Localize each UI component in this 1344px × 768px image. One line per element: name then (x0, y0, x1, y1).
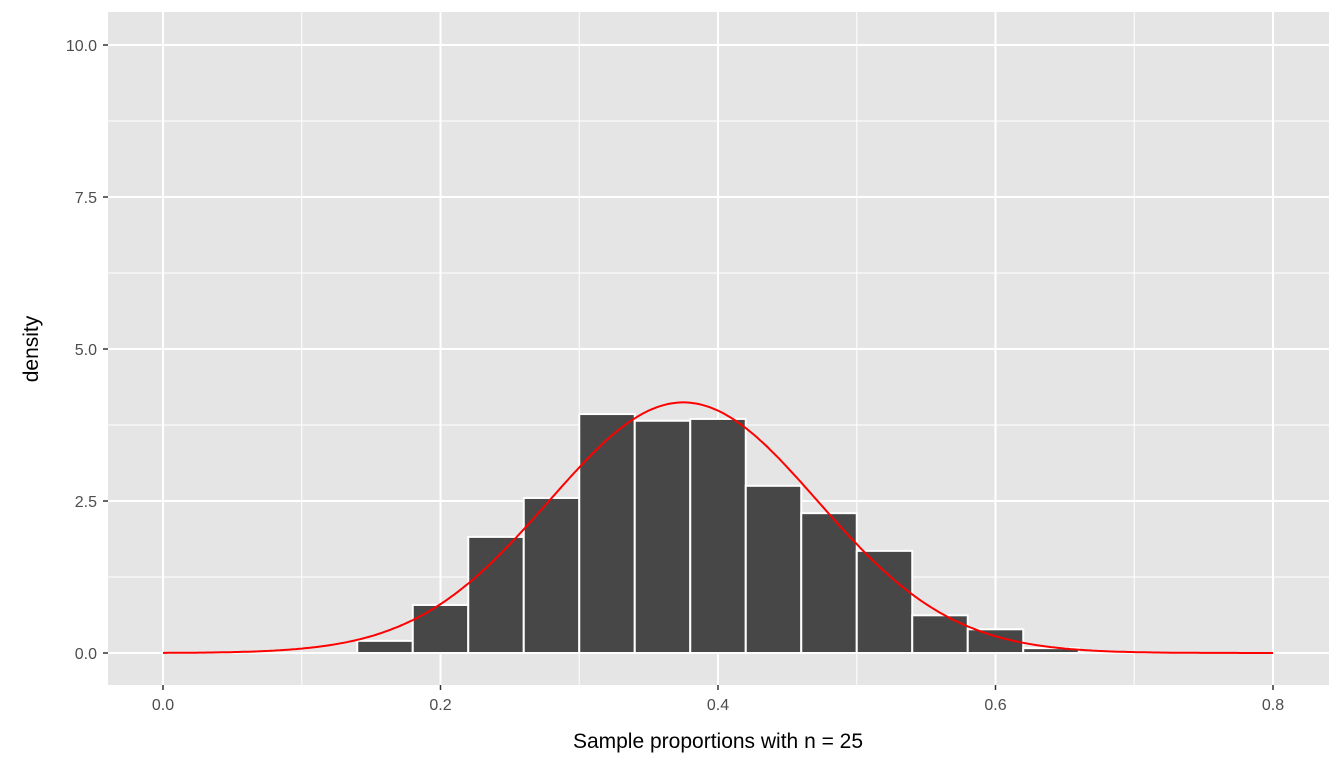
x-tick-label: 0.8 (1262, 697, 1284, 714)
y-tick-label: 5.0 (75, 342, 97, 359)
histogram-bar (800, 512, 858, 654)
histogram-bar (689, 417, 747, 655)
histogram-bar (356, 639, 414, 655)
histogram-bar (578, 413, 636, 654)
y-tick-label: 7.5 (75, 190, 97, 207)
histogram-bars (356, 413, 1080, 655)
x-tick-label: 0.6 (984, 697, 1006, 714)
x-axis-label: Sample proportions with n = 25 (573, 730, 863, 753)
y-tick-label: 10.0 (66, 38, 97, 55)
y-tick-label: 2.5 (75, 494, 97, 511)
histogram-bar (467, 535, 525, 655)
histogram-bar (411, 603, 470, 655)
normal-density-curve (163, 401, 1273, 654)
x-tick-label: 0.0 (152, 697, 174, 714)
x-tick-label: 0.4 (707, 697, 729, 714)
histogram-bar (633, 419, 692, 654)
histogram-bar (966, 628, 1025, 655)
histogram-bar (744, 484, 803, 654)
y-axis-label: density (20, 315, 43, 382)
y-tick-label: 0.0 (75, 646, 97, 663)
x-tick-label: 0.2 (429, 697, 451, 714)
axis-ticks: 0.0 0.2 0.4 0.6 0.8 0.0 2.5 5.0 7.5 10.0 (66, 38, 1284, 714)
histogram-bar (911, 614, 969, 655)
histogram-bar (855, 549, 914, 655)
